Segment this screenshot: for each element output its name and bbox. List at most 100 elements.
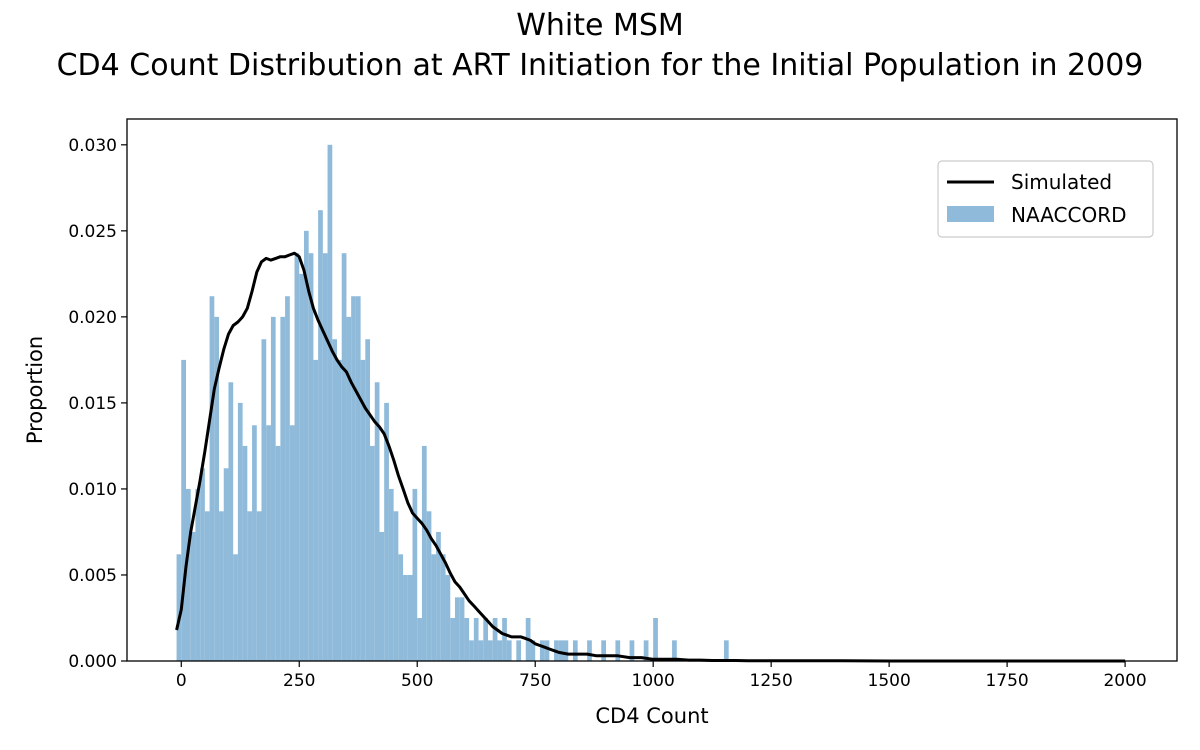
x-tick-label: 500: [401, 671, 433, 691]
histogram-bar: [351, 296, 356, 661]
histogram-bar: [233, 554, 238, 661]
plot-frame: [126, 118, 1178, 662]
histogram-bar: [502, 617, 507, 661]
histogram-bar: [204, 511, 210, 661]
histogram-bar: [530, 640, 536, 661]
histogram-bar: [360, 359, 366, 661]
histogram-bar: [214, 316, 220, 661]
histogram-bar: [672, 640, 677, 661]
legend-label-simulated: Simulated: [1011, 170, 1112, 194]
histogram-bar: [219, 511, 224, 661]
histogram-bar: [313, 359, 319, 661]
histogram-bar: [190, 531, 196, 661]
histogram-bar: [228, 382, 234, 661]
x-axis-label: CD4 Count: [595, 704, 708, 728]
legend: Simulated NAACCORD: [937, 160, 1154, 238]
histogram-bar: [440, 554, 446, 661]
histogram-bar: [653, 617, 658, 661]
histogram-bar: [459, 597, 465, 661]
histogram-bar: [355, 296, 361, 661]
x-tick-label: 1250: [750, 671, 793, 691]
x-tick-label: 0: [176, 671, 187, 691]
y-tick-label: 0.000: [68, 652, 117, 672]
histogram-bars: [176, 144, 729, 662]
histogram-bar: [346, 316, 352, 661]
histogram-bar: [587, 640, 592, 661]
histogram-bar: [379, 531, 385, 661]
x-axis: 0 250 500 750 1000 1250 1500 1750 2000: [176, 661, 1147, 691]
histogram-bar: [403, 574, 408, 661]
histogram-bar: [303, 230, 309, 662]
histogram-bar: [289, 425, 295, 661]
histogram-bar: [464, 617, 470, 661]
histogram-bar: [497, 640, 503, 661]
histogram-bar: [294, 253, 300, 661]
histogram-bar: [308, 253, 314, 661]
histogram-bar: [445, 574, 451, 661]
histogram-bar: [417, 617, 422, 661]
histogram-bar: [615, 640, 621, 661]
histogram-bar: [478, 640, 484, 661]
chart-title: White MSM: [516, 8, 684, 43]
histogram-bar: [473, 617, 479, 661]
histogram-bar: [322, 253, 328, 661]
histogram-bar: [237, 402, 243, 661]
histogram-bar: [572, 640, 578, 661]
histogram-bar: [242, 445, 248, 661]
histogram-bar: [374, 382, 380, 661]
histogram-bar: [327, 144, 333, 662]
histogram-bar: [384, 402, 389, 661]
histogram-bar: [469, 640, 474, 661]
histogram-bar: [643, 640, 649, 661]
x-tick-label: 1500: [868, 671, 911, 691]
y-tick-label: 0.005: [68, 566, 117, 586]
histogram-bar: [341, 253, 347, 661]
histogram-bar: [332, 339, 337, 661]
y-tick-label: 0.015: [68, 394, 117, 414]
y-tick-label: 0.020: [68, 308, 117, 328]
histogram-bar: [209, 296, 215, 661]
histogram-bar: [275, 445, 281, 661]
histogram-bar: [280, 316, 286, 661]
histogram-bar: [370, 445, 375, 661]
x-tick-label: 2000: [1103, 671, 1146, 691]
histogram-bar: [488, 640, 493, 661]
histogram-bar: [412, 488, 418, 661]
histogram-bar: [539, 640, 545, 661]
x-tick-label: 750: [519, 671, 551, 691]
histogram-bar: [544, 640, 550, 661]
histogram-bar: [483, 617, 489, 661]
histogram-bar: [431, 554, 437, 661]
histogram-bar: [450, 617, 455, 661]
histogram-bar: [256, 511, 262, 661]
histogram-bar: [185, 488, 191, 661]
histogram-bar: [247, 511, 253, 661]
x-tick-label: 1750: [985, 671, 1028, 691]
histogram-bar: [421, 445, 427, 661]
histogram-bar: [506, 640, 512, 661]
histogram-bar: [601, 640, 606, 661]
histogram-bar: [723, 640, 729, 661]
legend-bar-swatch: [947, 206, 994, 222]
histogram-bar: [563, 640, 569, 661]
histogram-bar: [181, 359, 186, 661]
histogram-bar: [176, 554, 182, 661]
histogram-bar: [388, 488, 394, 661]
y-tick-label: 0.010: [68, 480, 117, 500]
histogram-bar: [266, 425, 271, 661]
histogram-bar: [252, 425, 257, 661]
histogram-bar: [558, 640, 564, 661]
y-tick-label: 0.030: [68, 136, 117, 156]
histogram-bar: [629, 640, 635, 661]
histogram-bar: [454, 597, 460, 661]
histogram-bar: [393, 511, 399, 661]
histogram-bar: [337, 359, 342, 661]
simulated-line: [175, 251, 1126, 663]
histogram-bar: [285, 296, 290, 661]
legend-label-naaccord: NAACCORD: [1011, 203, 1127, 227]
histogram-bar: [195, 488, 201, 661]
x-tick-label: 1000: [632, 671, 675, 691]
y-axis-label: Proportion: [23, 336, 47, 444]
histogram-bar: [365, 339, 371, 661]
